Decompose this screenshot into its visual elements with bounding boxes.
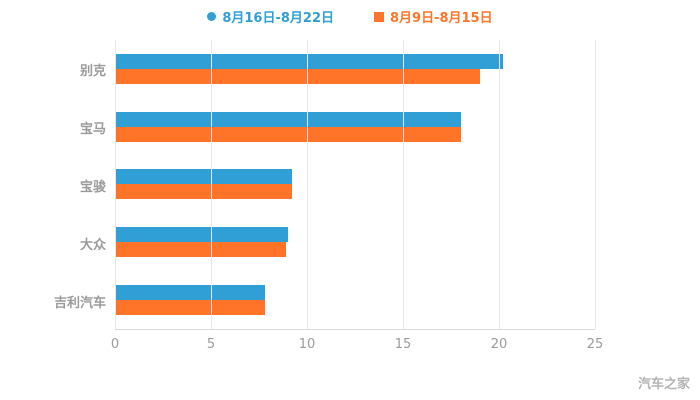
bar-row — [115, 98, 595, 156]
chart-legend: 8月16日-8月22日 8月9日-8月15日 — [0, 7, 700, 26]
watermark: 汽车之家 — [637, 377, 690, 392]
legend-item-week2[interactable]: 8月16日-8月22日 — [207, 7, 334, 26]
legend-label: 8月16日-8月22日 — [222, 11, 335, 26]
bar-series-2 — [115, 126, 461, 142]
legend-label: 8月9日-8月15日 — [390, 11, 493, 26]
bar-row — [115, 213, 595, 271]
x-tick-label: 25 — [586, 337, 604, 352]
y-axis: 别克宝马宝骏大众吉利汽车 — [0, 40, 106, 330]
gridline — [403, 40, 404, 329]
legend-item-week1[interactable]: 8月9日-8月15日 — [374, 7, 493, 26]
plot-area — [115, 40, 596, 330]
bar-series-1 — [115, 285, 265, 301]
x-tick-label: 0 — [110, 337, 120, 352]
x-axis: 0 5 10 15 20 25 — [111, 337, 603, 355]
gridline — [595, 40, 596, 329]
y-axis-label: 大众 — [79, 237, 106, 253]
y-axis-label: 宝马 — [79, 121, 106, 137]
x-tick-label: 10 — [298, 337, 316, 352]
bar-row — [115, 40, 595, 98]
bar-series-1 — [115, 111, 461, 127]
legend-square-marker-icon — [374, 11, 385, 22]
bar-row — [115, 156, 595, 214]
y-axis-label: 别克 — [79, 63, 106, 79]
y-axis-label: 吉利汽车 — [53, 295, 106, 311]
bar-series-2 — [115, 242, 286, 258]
bar-row — [115, 271, 595, 329]
bar-rows — [115, 40, 595, 329]
bar-series-2 — [115, 300, 265, 316]
gridline — [499, 40, 500, 329]
bar-series-1 — [115, 53, 503, 69]
bar-series-2 — [115, 184, 292, 200]
legend-circle-marker-icon — [207, 12, 217, 21]
gridline — [307, 40, 308, 329]
x-tick-label: 5 — [206, 337, 216, 352]
gridline — [211, 40, 212, 329]
x-tick-label: 20 — [490, 337, 508, 352]
bar-series-1 — [115, 169, 292, 185]
bar-series-1 — [115, 227, 288, 243]
gridline — [115, 40, 116, 329]
x-tick-label: 15 — [394, 337, 412, 352]
y-axis-label: 宝骏 — [79, 179, 106, 195]
bar-series-2 — [115, 68, 480, 84]
